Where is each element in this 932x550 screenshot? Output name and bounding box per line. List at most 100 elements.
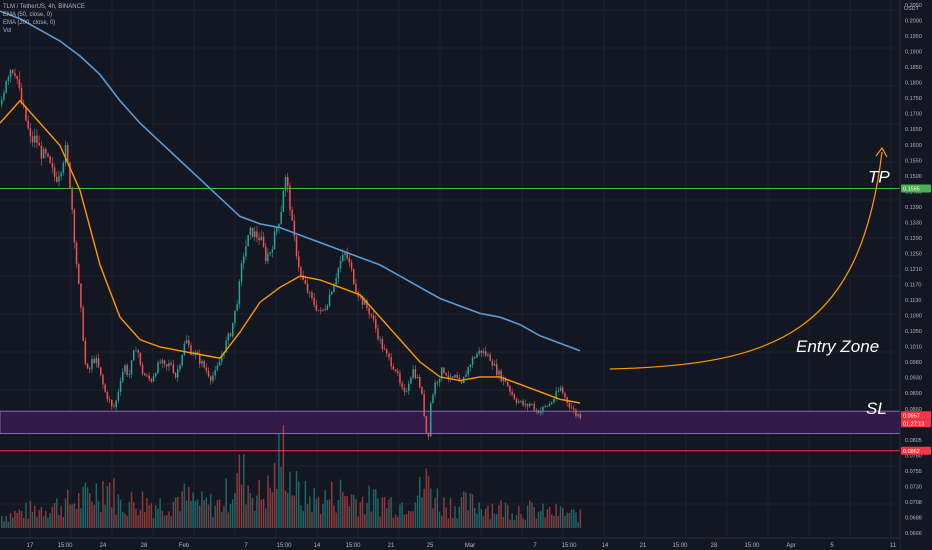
candle-body: [161, 360, 164, 364]
time-tick-label: 7: [244, 543, 248, 549]
candle-body: [359, 296, 362, 297]
candle-body: [36, 135, 38, 143]
volume-bar: [498, 504, 500, 528]
volume-bar: [216, 500, 219, 528]
candle-body: [449, 376, 452, 378]
volume-bar: [372, 489, 375, 528]
volume-bar: [258, 479, 260, 528]
candle-body: [269, 252, 271, 254]
volume-bar: [524, 519, 527, 528]
candle-body: [108, 399, 111, 401]
volume-bar: [482, 516, 485, 528]
projection-arrow[interactable]: [609, 151, 883, 370]
volume-bar: [40, 507, 43, 528]
candle-countdown-tag[interactable]: 01:27:13: [903, 421, 924, 427]
current-price-tag[interactable]: 0.0957: [903, 413, 920, 419]
tp-price-tag[interactable]: 0.1565: [903, 186, 920, 192]
candle-body: [320, 310, 322, 312]
volume-bar: [89, 493, 91, 528]
volume-bar: [1, 516, 3, 528]
candle-body: [502, 377, 505, 382]
candle-body: [115, 400, 117, 408]
volume-bar: [146, 497, 148, 528]
volume-bar: [267, 475, 269, 528]
candle-body: [408, 383, 410, 392]
candle-body: [333, 284, 335, 292]
candle-body: [339, 260, 342, 269]
candle-body: [568, 402, 571, 408]
candle-body: [313, 297, 315, 305]
candle-body: [126, 365, 128, 376]
volume-bar: [540, 510, 542, 528]
volume-bar: [485, 508, 487, 528]
volume-bar: [383, 497, 386, 528]
candle-body: [315, 304, 318, 311]
candle-body: [366, 300, 368, 308]
volume-bar: [25, 502, 27, 528]
candle-body: [172, 364, 175, 373]
volume-bar: [458, 506, 461, 528]
volume-bar: [317, 496, 320, 528]
candle-body: [69, 162, 71, 189]
volume-bar: [238, 454, 241, 528]
candle-body: [258, 237, 260, 241]
candle-body: [34, 135, 36, 143]
volume-bar: [489, 519, 491, 528]
candle-body: [102, 374, 104, 385]
volume-bar: [322, 503, 324, 528]
volume-bar: [300, 505, 302, 528]
price-tick-label: 0.1130: [905, 298, 921, 304]
volume-bar: [441, 515, 443, 528]
candle-body: [141, 364, 144, 374]
volume-bar: [18, 509, 21, 528]
candle-body: [419, 377, 421, 388]
candle-body: [265, 246, 267, 262]
candle-body: [372, 315, 375, 320]
candle-body: [256, 231, 258, 238]
candle-body: [392, 366, 395, 370]
price-tick-label: 0.0890: [905, 391, 922, 397]
volume-bar: [243, 454, 245, 528]
candle-body: [401, 383, 403, 388]
volume-bar: [14, 510, 16, 528]
legend-symbol[interactable]: TLM / TetherUS, 4h, BINANCE: [3, 4, 85, 10]
current-price-tag-bg: [901, 411, 931, 420]
volume-bar: [185, 500, 188, 528]
candle-body: [25, 106, 27, 121]
sl-label[interactable]: SL: [866, 399, 887, 418]
volume-bar: [170, 516, 172, 528]
candle-body: [458, 377, 461, 382]
candle-body: [234, 310, 236, 323]
candle-body: [205, 367, 208, 371]
entry-zone-box[interactable]: [0, 410, 901, 434]
volume-bar: [416, 495, 419, 528]
candle-body: [262, 236, 265, 247]
candle-countdown-tag-bg: [901, 419, 931, 428]
volume-bar: [144, 512, 146, 528]
entry-zone-label[interactable]: Entry Zone: [796, 337, 879, 356]
volume-bar: [364, 514, 366, 528]
candle-body: [14, 73, 16, 76]
volume-bar: [245, 504, 247, 528]
candle-body: [5, 81, 7, 93]
candle-body: [236, 304, 238, 311]
volume-bar: [168, 511, 170, 528]
candle-body: [218, 361, 221, 366]
sl-price-tag[interactable]: 0.0862: [903, 449, 920, 455]
legend-ema50[interactable]: EMA (50, close, 0): [3, 12, 53, 18]
volume-bar: [326, 499, 329, 528]
legend-ema200[interactable]: EMA (200, close, 0): [3, 20, 56, 26]
candle-body: [190, 345, 192, 355]
volume-bar: [106, 485, 109, 528]
volume-bar: [355, 499, 357, 528]
candle-body: [379, 338, 381, 340]
tp-label[interactable]: TP: [868, 167, 890, 186]
volume-bar: [469, 493, 472, 528]
legend-volume[interactable]: Vol: [3, 28, 12, 34]
volume-bar: [551, 514, 553, 528]
candle-body: [482, 351, 485, 354]
candle-body: [3, 92, 5, 100]
volume-bar: [568, 513, 571, 528]
candle-body: [62, 162, 65, 173]
